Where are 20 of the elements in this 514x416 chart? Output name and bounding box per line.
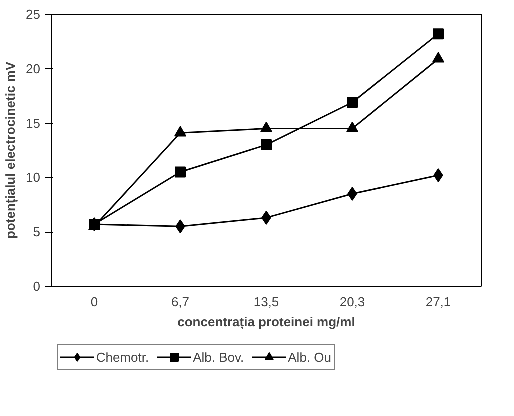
point	[433, 28, 444, 40]
y-axis-title: potențialul electrocinetic mV	[3, 62, 20, 239]
x-tick-label: 27,1	[426, 294, 452, 310]
y-tick-label: 25	[26, 7, 41, 22]
point	[261, 140, 272, 151]
point	[175, 166, 186, 178]
x-tick-label: 13,5	[254, 294, 280, 310]
y-tick-label: 10	[26, 170, 41, 186]
y-tick-label: 0	[33, 279, 41, 294]
x-axis-title: concentrația proteinei mg/ml	[178, 314, 356, 330]
legend-label: Alb. Ou	[288, 350, 332, 364]
legend-label: Alb. Bov.	[193, 350, 244, 364]
x-tick-label: 20,3	[340, 294, 366, 310]
y-tick-label: 5	[33, 224, 41, 240]
y-tick-label: 20	[26, 61, 41, 76]
point	[347, 97, 358, 108]
legend-label: Chemotr.	[96, 350, 150, 364]
y-tick-label: 15	[26, 116, 41, 131]
x-tick-label: 6,7	[171, 294, 190, 310]
x-tick-label: 0	[90, 294, 98, 310]
